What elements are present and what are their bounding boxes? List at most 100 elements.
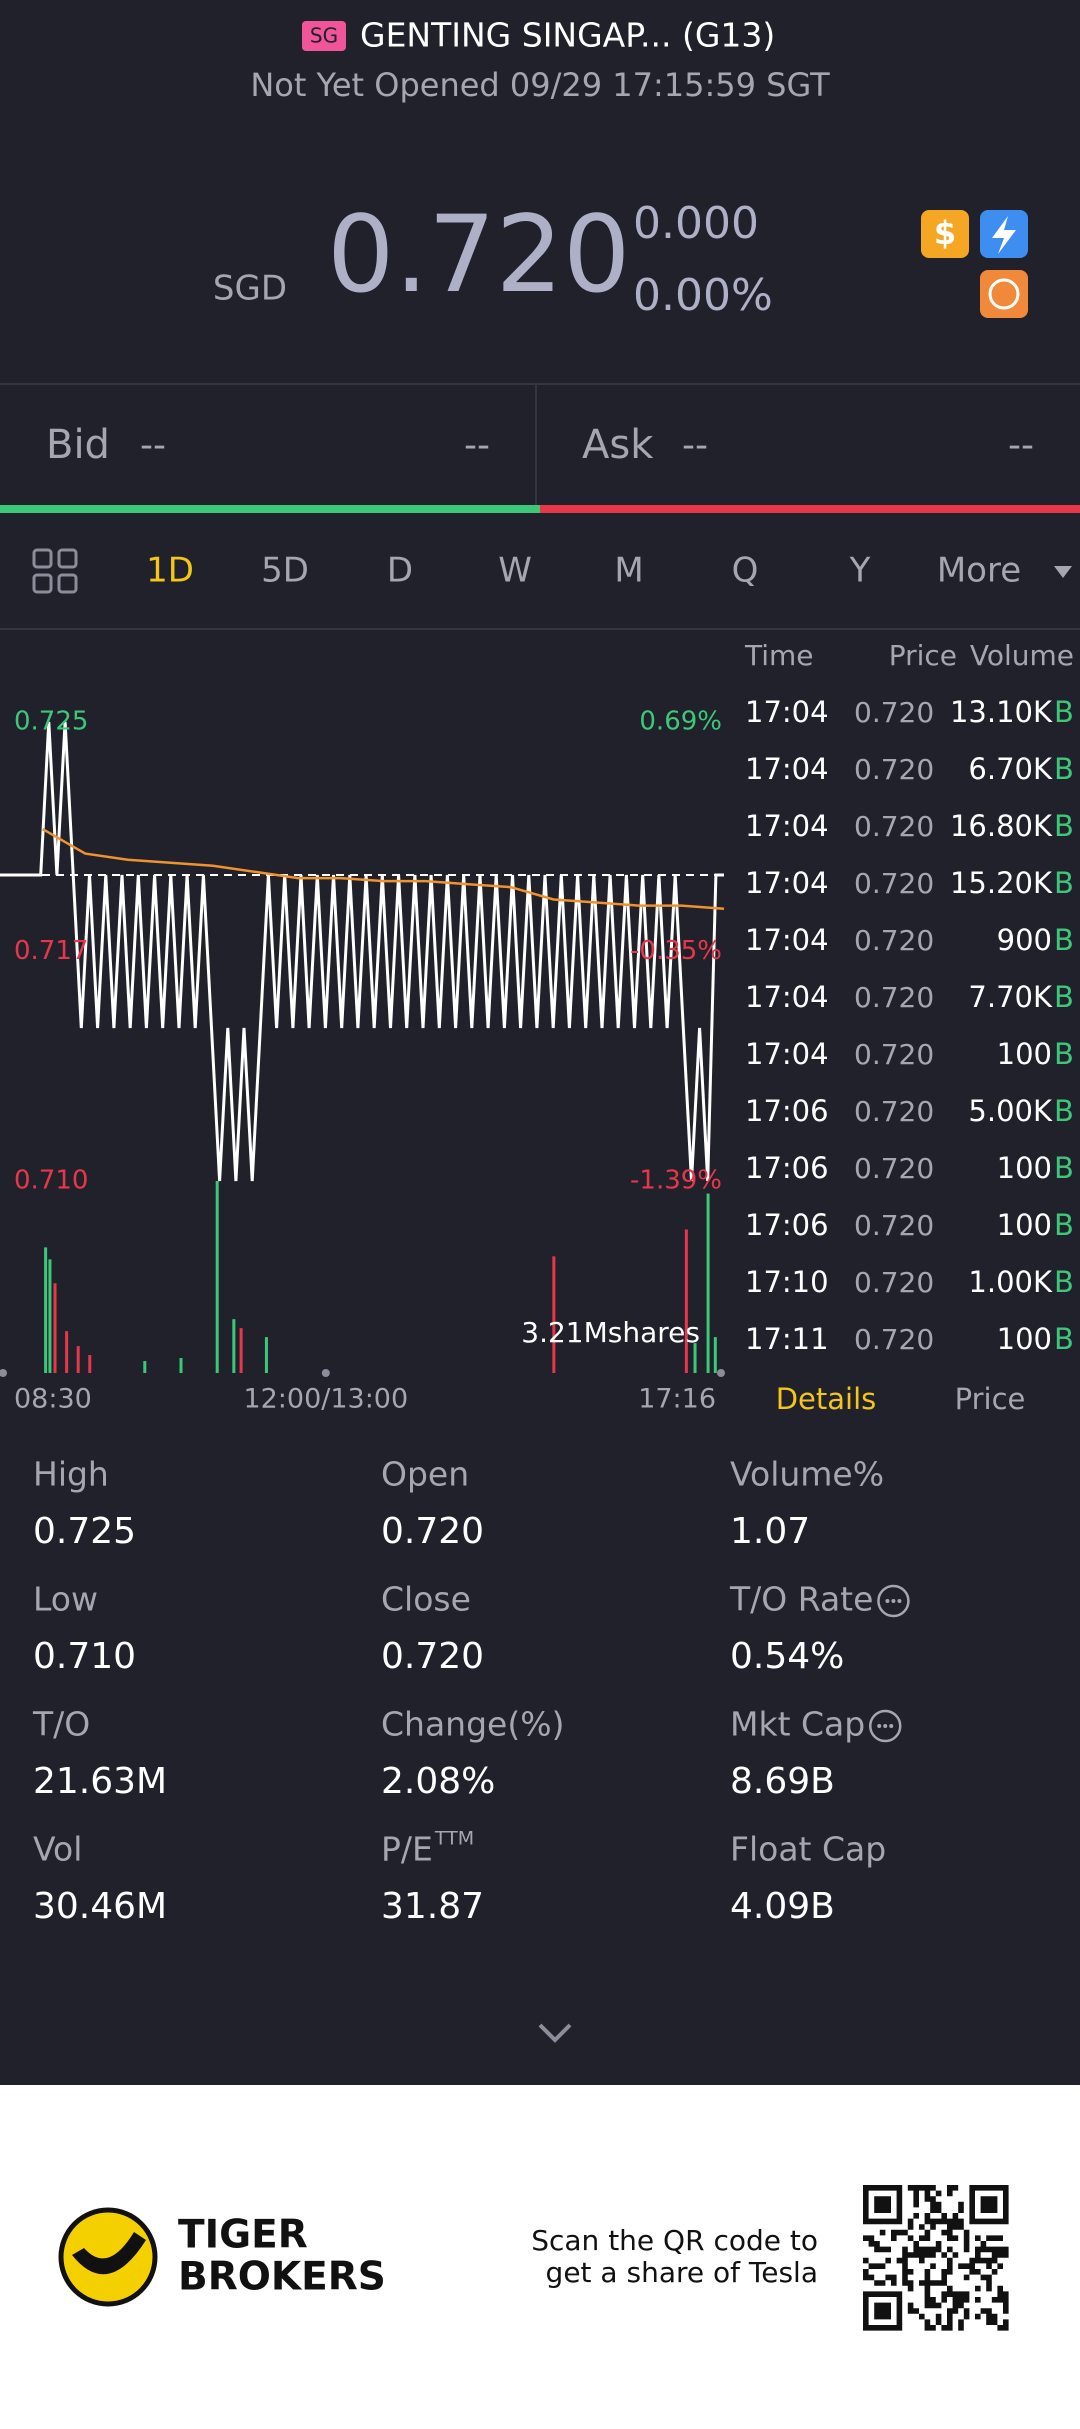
badge: SG [310,24,338,48]
stat-value: 0.725 [33,1511,136,1552]
x-tick-label: 08:30 [14,1384,92,1415]
period-tab[interactable]: W [498,551,532,591]
layout-icon[interactable] [32,548,78,594]
price-line [41,828,725,910]
cta: Scan the QR code to [531,2224,818,2257]
trade-side: B [1054,866,1074,900]
bid-bar [0,505,540,513]
volume-bar [215,1181,219,1373]
stat-value: 31.87 [381,1886,484,1927]
period-tab[interactable]: D [387,551,413,591]
col-header: Price [889,639,957,672]
trade-volume: 1.00K [968,1265,1053,1299]
trade-time: 17:06 [745,1208,829,1242]
trade-volume: 100 [997,1037,1052,1071]
bid-size: -- [464,425,490,466]
stat-label: Close [381,1580,471,1619]
detail-tab[interactable]: Details [776,1382,877,1416]
stat-label: T/O [32,1705,90,1744]
trade-price: 0.720 [854,924,934,957]
trade-price: 0.720 [854,1209,934,1242]
stat-value: 0.720 [381,1636,484,1677]
volume-bar [264,1337,268,1373]
stat-value: 0.54% [730,1636,844,1677]
volume-bar [552,1256,556,1373]
x-tick [717,1369,725,1377]
trade-side: B [1054,695,1074,729]
y-tick-label: 0.710 [14,1166,88,1196]
expand-chevron[interactable] [538,2023,572,2043]
trade-time: 17:04 [745,809,829,843]
change-pct: 0.00% [633,270,773,321]
col-header: Time [744,639,814,672]
stat-label: Low [33,1580,98,1619]
stat-value: 0.720 [381,1511,484,1552]
info-icon[interactable] [868,1709,902,1743]
icon-glyph: $ [934,214,956,252]
trade-time: 17:04 [745,980,829,1014]
volume-bar [88,1355,92,1373]
info-dot [883,1724,888,1728]
trade-price: 0.720 [854,810,934,843]
volume-max-label: 3.21Mshares [521,1316,700,1349]
stat-value: 1.07 [730,1511,810,1552]
stat-label: P/E [381,1830,433,1869]
stat-label: Mkt Cap [730,1705,865,1744]
trade-time: 17:10 [745,1265,829,1299]
stat-sup: TTM [434,1828,474,1850]
period-tab[interactable]: Y [849,551,871,591]
icon-chart[interactable] [980,270,1028,318]
trade-side: B [1054,1151,1074,1185]
trade-volume: 7.70K [968,980,1053,1014]
period-tab[interactable]: More [937,551,1021,591]
x-tick [321,1369,330,1377]
period-tab[interactable]: M [614,551,643,591]
period-tab[interactable]: 1D [146,551,194,591]
ask-label: Ask [582,422,654,468]
period-tab[interactable]: 5D [261,551,309,591]
ask-price: -- [682,425,708,466]
volume-bar [179,1358,183,1373]
volume-bar [65,1331,69,1373]
more-arrow[interactable] [1054,566,1072,578]
trade-time: 17:04 [745,923,829,957]
trade-time: 17:04 [745,752,829,786]
title: GENTING SINGAP... (G13) [360,16,775,55]
icon-dollar[interactable] [921,210,969,258]
info-dot [885,1599,890,1603]
trade-volume: 100 [997,1208,1052,1242]
trade-time: 17:04 [745,1037,829,1071]
period-tab[interactable]: Q [732,551,759,591]
cta: get a share of Tesla [546,2256,818,2289]
stat-label: Change(%) [381,1705,564,1744]
trade-time: 17:06 [745,1094,829,1128]
trade-price: 0.720 [854,1323,934,1356]
detail-tab[interactable]: Price [955,1382,1026,1416]
trade-volume: 15.20K [950,866,1053,900]
trade-volume: 5.00K [968,1094,1053,1128]
info-dot [889,1724,894,1728]
volume-bar [76,1346,80,1373]
trade-price: 0.720 [854,1095,934,1128]
logo-stripe [72,2232,146,2275]
x-tick-label: 12:00/13:00 [243,1384,408,1415]
stat-value: 4.09B [730,1886,835,1927]
stat-value: 21.63M [33,1761,167,1802]
trade-side: B [1054,752,1074,786]
volume-bar [693,1343,697,1373]
trade-price: 0.720 [854,867,934,900]
stat-value: 0.710 [33,1636,136,1677]
info-icon[interactable] [877,1584,910,1618]
trade-time: 17:04 [745,695,829,729]
trade-side: B [1054,1208,1074,1242]
trade-price: 0.720 [854,1266,934,1299]
currency: SGD [213,269,287,309]
badge-bg [302,21,346,51]
trade-volume: 100 [997,1151,1052,1185]
trade-time: 17:06 [745,1151,829,1185]
price-line [0,721,724,1182]
stat-label: T/O Rate [729,1580,873,1619]
trade-volume: 100 [997,1322,1052,1356]
trade-price: 0.720 [854,753,934,786]
volume-bar [684,1229,688,1373]
